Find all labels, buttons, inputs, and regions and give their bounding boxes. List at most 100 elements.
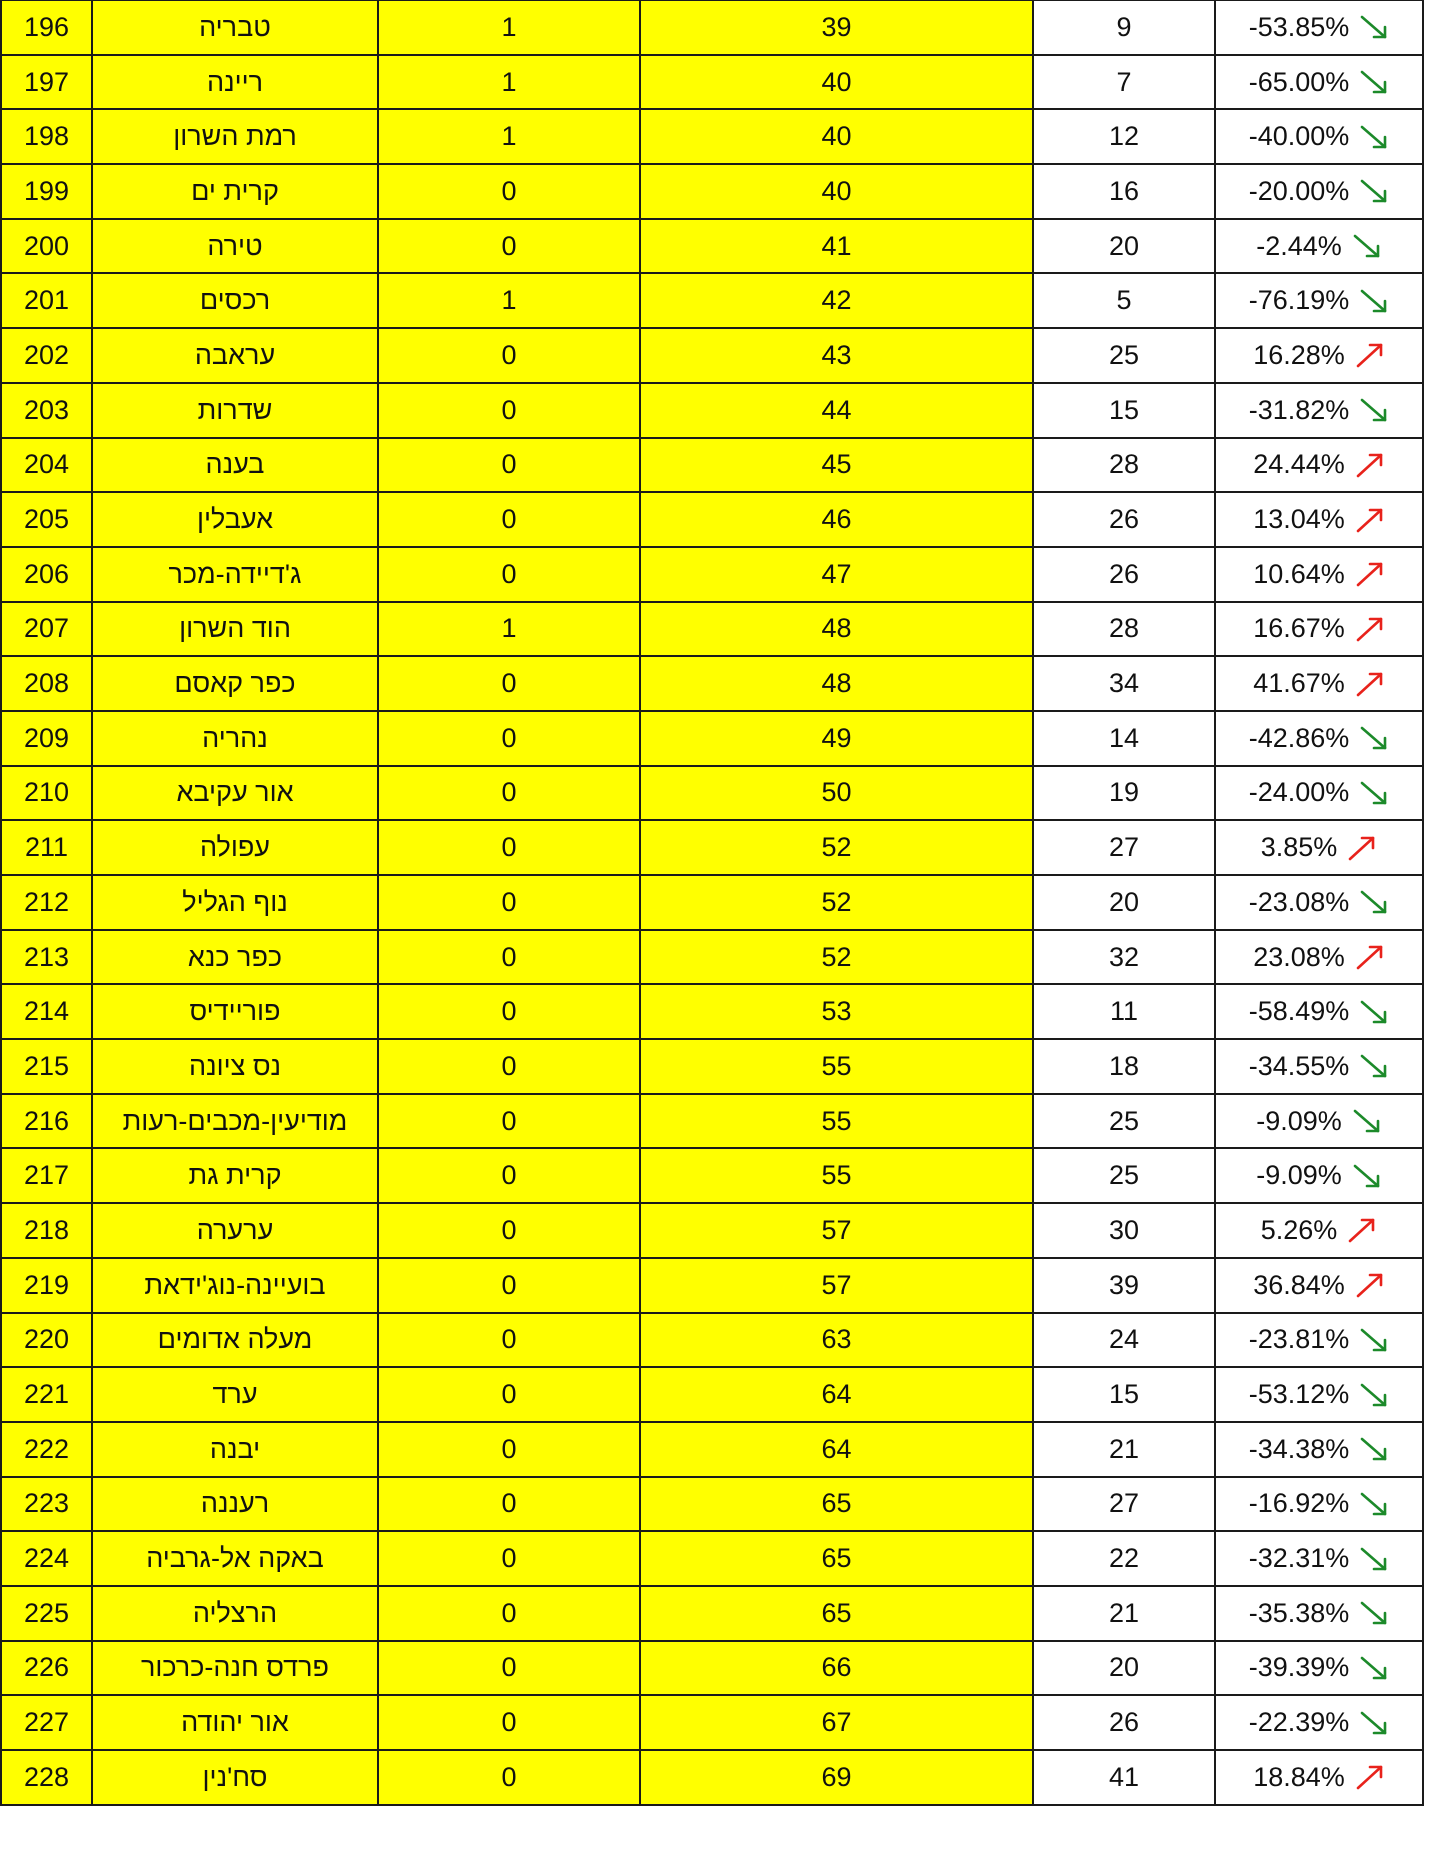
column-c-cell: 7 (1032, 53, 1216, 111)
change-wrapper: -76.19% (1249, 285, 1390, 316)
change-value: -9.09% (1256, 1105, 1342, 1136)
column-b-cell: 64 (639, 1366, 1034, 1423)
column-a-cell: 0 (377, 1749, 641, 1806)
change-cell: -2.44% (1214, 217, 1424, 275)
change-wrapper: 13.04% (1253, 504, 1385, 535)
column-a-cell: 0 (377, 819, 641, 876)
change-cell: -58.49% (1214, 983, 1424, 1041)
rank-cell: 206 (0, 545, 93, 603)
column-b-cell: 57 (639, 1256, 1034, 1314)
change-value: -42.86% (1248, 722, 1350, 753)
change-value: -65.00% (1248, 66, 1350, 97)
table-row: 200 טירה 0 41 20 -2.44% (0, 217, 1424, 275)
column-b-cell: 64 (639, 1420, 1034, 1478)
change-value: -35.38% (1248, 1597, 1350, 1628)
trend-down-arrow-icon (1359, 178, 1389, 204)
column-a-cell: 0 (377, 1694, 641, 1751)
rank-cell: 218 (0, 1202, 93, 1259)
rank-cell: 205 (0, 491, 93, 548)
trend-down-arrow-icon (1359, 288, 1389, 314)
column-c-cell: 26 (1032, 491, 1216, 548)
trend-down-arrow-icon (1359, 1655, 1389, 1681)
trend-down-arrow-icon (1352, 233, 1382, 259)
table-row: 215 נס ציונה 0 55 18 -34.55% (0, 1038, 1424, 1095)
change-cell: -40.00% (1214, 108, 1424, 166)
change-value: -23.08% (1248, 886, 1350, 917)
change-cell: 16.67% (1214, 600, 1424, 658)
city-cell: פרדס חנה-כרכור (91, 1639, 379, 1697)
trend-down-arrow-icon (1359, 1327, 1389, 1353)
table-row: 196 טבריה 1 39 9 -53.85% (0, 0, 1424, 56)
column-a-cell: 0 (377, 1256, 641, 1314)
trend-down-arrow-icon (1359, 124, 1389, 150)
table-row: 210 אור עקיבא 0 50 19 -24.00% (0, 764, 1424, 822)
table-row: 225 הרצליה 0 65 21 -35.38% (0, 1584, 1424, 1642)
trend-up-arrow-icon (1347, 835, 1377, 861)
trend-down-arrow-icon (1359, 1382, 1389, 1408)
city-cell: ערערה (91, 1202, 379, 1259)
rank-cell: 196 (0, 0, 93, 56)
change-value: -34.55% (1248, 1050, 1350, 1081)
city-cell: בועיינה-נוג'ידאת (91, 1256, 379, 1314)
trend-down-arrow-icon (1359, 1053, 1389, 1079)
column-c-cell: 5 (1032, 272, 1216, 330)
city-cell: טירה (91, 217, 379, 275)
trend-down-arrow-icon (1359, 397, 1389, 423)
city-cell: אור יהודה (91, 1694, 379, 1751)
column-a-cell: 1 (377, 272, 641, 330)
column-c-cell: 41 (1032, 1749, 1216, 1806)
city-cell: רכסים (91, 272, 379, 330)
column-b-cell: 45 (639, 436, 1034, 494)
table-row: 221 ערד 0 64 15 -53.12% (0, 1366, 1424, 1423)
change-cell: -53.12% (1214, 1366, 1424, 1423)
table-row: 227 אור יהודה 0 67 26 -22.39% (0, 1694, 1424, 1751)
table-row: 209 נהריה 0 49 14 -42.86% (0, 709, 1424, 767)
column-b-cell: 66 (639, 1639, 1034, 1697)
column-b-cell: 52 (639, 819, 1034, 876)
column-a-cell: 0 (377, 381, 641, 439)
rank-cell: 197 (0, 53, 93, 111)
city-cell: שדרות (91, 381, 379, 439)
change-value: -20.00% (1248, 175, 1350, 206)
change-wrapper: -2.44% (1256, 231, 1382, 262)
column-b-cell: 55 (639, 1147, 1034, 1205)
change-value: 16.28% (1253, 339, 1345, 370)
city-cell: בענה (91, 436, 379, 494)
column-b-cell: 46 (639, 491, 1034, 548)
change-value: -58.49% (1248, 996, 1350, 1027)
rank-cell: 203 (0, 381, 93, 439)
change-wrapper: -23.08% (1249, 887, 1390, 918)
change-cell: 3.85% (1214, 819, 1424, 876)
column-c-cell: 16 (1032, 163, 1216, 220)
column-c-cell: 14 (1032, 709, 1216, 767)
table-row: 207 הוד השרון 1 48 28 16.67% (0, 600, 1424, 658)
city-cell: סח'נין (91, 1749, 379, 1806)
city-cell: עראבה (91, 327, 379, 384)
table-row: 197 ריינה 1 40 7 -65.00% (0, 53, 1424, 111)
change-wrapper: -53.85% (1249, 12, 1390, 43)
column-a-cell: 1 (377, 108, 641, 166)
change-wrapper: -20.00% (1249, 176, 1390, 207)
change-cell: -22.39% (1214, 1694, 1424, 1751)
rank-cell: 226 (0, 1639, 93, 1697)
rank-cell: 208 (0, 655, 93, 712)
rank-cell: 204 (0, 436, 93, 494)
city-cell: פוריידיס (91, 983, 379, 1041)
trend-down-arrow-icon (1359, 1546, 1389, 1572)
change-value: -34.38% (1248, 1433, 1350, 1464)
rank-cell: 207 (0, 600, 93, 658)
column-b-cell: 52 (639, 874, 1034, 931)
change-wrapper: -34.55% (1249, 1051, 1390, 1082)
change-cell: -23.81% (1214, 1311, 1424, 1369)
trend-down-arrow-icon (1352, 1163, 1382, 1189)
change-value: -53.12% (1248, 1379, 1350, 1410)
column-c-cell: 9 (1032, 0, 1216, 56)
change-value: -31.82% (1248, 394, 1350, 425)
table-row: 219 בועיינה-נוג'ידאת 0 57 39 36.84% (0, 1256, 1424, 1314)
change-cell: 5.26% (1214, 1202, 1424, 1259)
rank-cell: 198 (0, 108, 93, 166)
table-row: 201 רכסים 1 42 5 -76.19% (0, 272, 1424, 330)
column-c-cell: 15 (1032, 1366, 1216, 1423)
column-a-cell: 0 (377, 1202, 641, 1259)
city-cell: רעננה (91, 1475, 379, 1533)
